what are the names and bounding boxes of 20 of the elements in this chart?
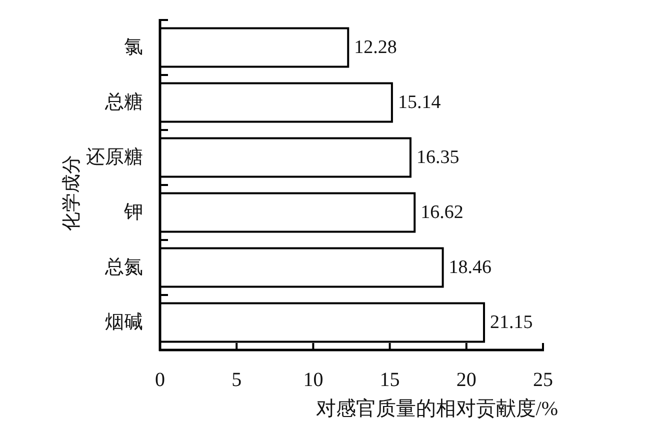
data-label: 15.14 xyxy=(398,92,442,113)
data-label: 16.35 xyxy=(416,147,460,168)
data-label: 12.28 xyxy=(354,37,397,58)
y-tick-label: 钾 xyxy=(123,202,143,223)
x-tick-label: 20 xyxy=(456,369,476,391)
data-label: 21.15 xyxy=(490,312,533,333)
x-tick-label: 15 xyxy=(380,369,400,391)
y-tick-label: 烟碱 xyxy=(105,312,143,333)
x-tick-label: 0 xyxy=(155,369,165,391)
x-tick-label: 25 xyxy=(533,369,553,391)
y-tick-label: 总氮 xyxy=(104,257,143,278)
x-tick-label: 5 xyxy=(232,369,242,391)
y-axis-title: 化学成分 xyxy=(62,155,82,231)
data-label: 18.46 xyxy=(448,257,492,278)
y-tick-label: 总糖 xyxy=(104,92,143,113)
y-tick-label: 氯 xyxy=(124,37,143,58)
data-label: 16.62 xyxy=(420,202,464,223)
y-tick-label: 还原糖 xyxy=(86,147,143,168)
x-tick-label: 10 xyxy=(303,369,324,391)
x-axis-title: 对感官质量的相对贡献度/% xyxy=(316,397,558,420)
